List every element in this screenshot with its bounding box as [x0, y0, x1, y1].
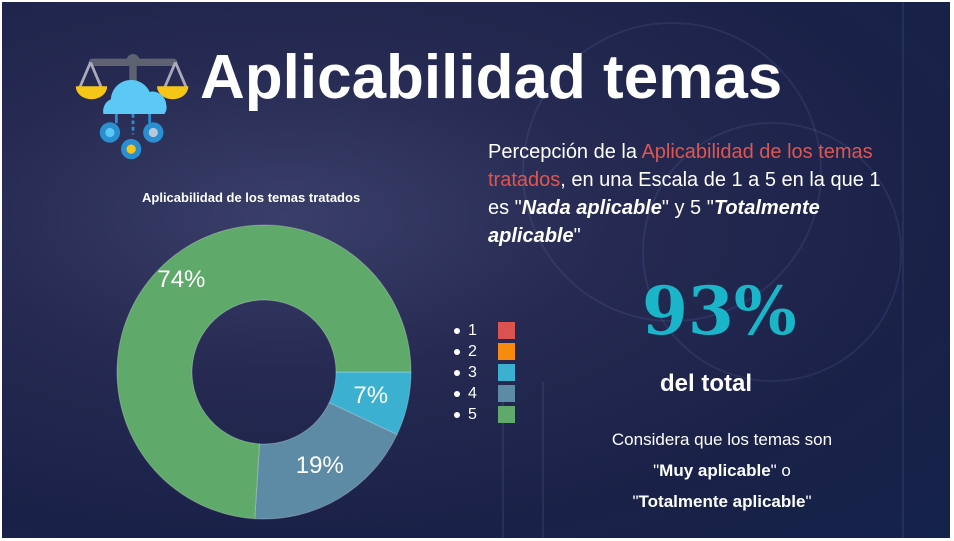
legend-swatch: [498, 364, 515, 381]
donut-slice-4: [254, 401, 398, 520]
legend-swatch: [498, 343, 515, 360]
description: Percepción de la Aplicabilidad de los te…: [488, 138, 888, 250]
bg-line: [902, 2, 904, 538]
stat-label: del total: [660, 370, 753, 397]
desc-highlight: Aplicabilidad de los temas tratados: [488, 141, 873, 191]
desc-text: , en una Escala de 1 a 5 en la que 1 es …: [488, 169, 881, 219]
note-line: Considera que los temas son: [611, 430, 833, 449]
note-totalmente: Totalmente aplicable: [638, 492, 806, 511]
legend-item-3: 3: [454, 362, 515, 383]
chart-title: Aplicabilidad de los temas tratados: [142, 190, 361, 205]
bg-line: [502, 402, 504, 538]
data-label-5: 74%: [157, 266, 206, 294]
donut-slice-5: [116, 224, 412, 520]
note-quote: " o: [770, 461, 791, 480]
legend-item-2: 2: [454, 341, 515, 362]
legend-label: 3: [468, 363, 477, 381]
legend-swatch: [498, 385, 515, 402]
desc-nada: Nada aplicable: [521, 197, 662, 219]
legend-label: 2: [468, 342, 477, 360]
bullet-icon: [454, 390, 460, 397]
bullet-icon: [454, 348, 460, 355]
chart-legend: 1 2 3 4 5: [454, 320, 515, 425]
legend-item-5: 5: [454, 404, 515, 425]
data-label-3: 7%: [353, 381, 389, 409]
stat-note: Considera que los temas son "Muy aplicab…: [562, 424, 882, 517]
bg-circuit: [642, 122, 902, 382]
justice-cloud-logo-icon: [75, 54, 189, 160]
note-quote: ": [805, 492, 812, 511]
desc-total: Totalmente aplicable: [488, 197, 820, 247]
bullet-icon: [454, 369, 460, 376]
bullet-icon: [454, 411, 460, 418]
note-quote: ": [632, 492, 639, 511]
note-quote: ": [653, 461, 660, 480]
page-title: Aplicabilidad temas: [200, 43, 783, 112]
legend-label: 4: [468, 384, 477, 402]
legend-item-4: 4: [454, 383, 515, 404]
desc-text: ": [573, 225, 581, 247]
desc-text: Percepción de la: [488, 141, 642, 163]
legend-label: 1: [468, 321, 477, 339]
donut-chart: [116, 224, 412, 520]
bullet-icon: [454, 327, 460, 334]
stat-value: 93%: [642, 272, 797, 350]
note-muy: Muy aplicable: [659, 461, 771, 480]
legend-swatch: [498, 406, 515, 423]
legend-swatch: [498, 322, 515, 339]
legend-label: 5: [468, 405, 477, 423]
desc-text: " y 5 ": [661, 197, 714, 219]
legend-item-1: 1: [454, 320, 515, 341]
bg-line: [542, 382, 544, 538]
donut-slice-3: [328, 371, 412, 436]
data-label-4: 19%: [295, 452, 344, 480]
